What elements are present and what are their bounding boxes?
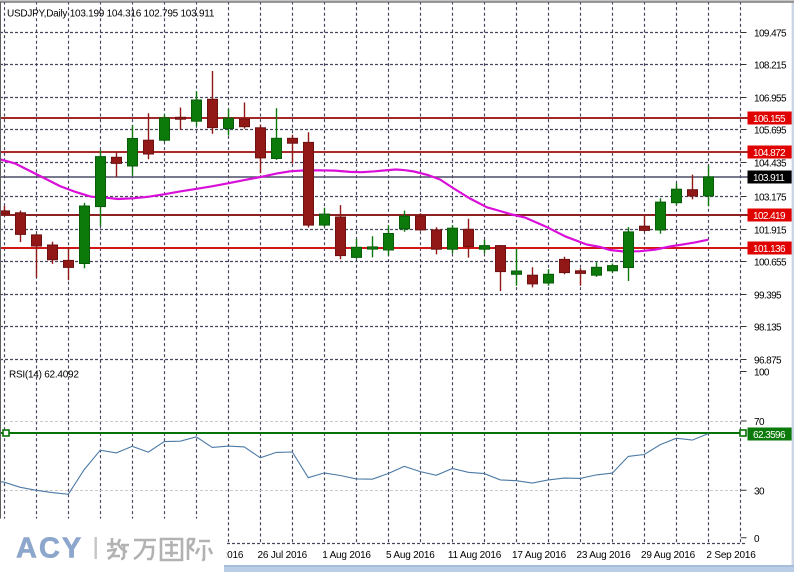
- svg-text:0: 0: [754, 534, 760, 545]
- svg-text:17 Aug 2016: 17 Aug 2016: [512, 550, 567, 561]
- svg-text:RSI(14) 62.4092: RSI(14) 62.4092: [9, 370, 79, 381]
- svg-text:ACY: ACY: [16, 533, 83, 565]
- svg-text:26 Jul 2016: 26 Jul 2016: [258, 550, 308, 561]
- svg-text:106.955: 106.955: [754, 94, 787, 105]
- svg-text:100: 100: [754, 368, 770, 379]
- svg-text:11 Aug 2016: 11 Aug 2016: [448, 550, 502, 561]
- svg-text:101.136: 101.136: [753, 244, 786, 255]
- svg-text:103.175: 103.175: [754, 193, 787, 204]
- svg-text:102.419: 102.419: [753, 211, 786, 222]
- svg-text:62.3596: 62.3596: [753, 430, 786, 441]
- svg-text:70: 70: [754, 417, 765, 428]
- svg-text:23 Aug 2016: 23 Aug 2016: [577, 550, 632, 561]
- svg-text:5 Aug 2016: 5 Aug 2016: [386, 550, 435, 561]
- svg-text:98.135: 98.135: [754, 323, 782, 334]
- svg-text:2 Sep 2016: 2 Sep 2016: [706, 550, 756, 561]
- svg-text:29 Aug 2016: 29 Aug 2016: [641, 550, 696, 561]
- svg-text:1 Aug 2016: 1 Aug 2016: [322, 550, 371, 561]
- svg-text:USDJPY,Daily 103.199 104.316: USDJPY,Daily 103.199 104.316 102.795 103…: [7, 9, 215, 20]
- svg-text:105.695: 105.695: [754, 126, 787, 137]
- svg-text:109.475: 109.475: [754, 29, 787, 40]
- svg-text:103.911: 103.911: [753, 173, 785, 184]
- svg-text:96.875: 96.875: [754, 356, 782, 367]
- svg-text:99.395: 99.395: [754, 291, 782, 302]
- svg-text:104.435: 104.435: [754, 159, 787, 170]
- svg-text:106.155: 106.155: [753, 114, 786, 125]
- svg-text:104.872: 104.872: [753, 148, 786, 159]
- svg-text:100.655: 100.655: [754, 258, 787, 269]
- svg-text:108.215: 108.215: [754, 61, 787, 72]
- svg-text:30: 30: [754, 487, 765, 498]
- svg-text:101.915: 101.915: [754, 226, 787, 237]
